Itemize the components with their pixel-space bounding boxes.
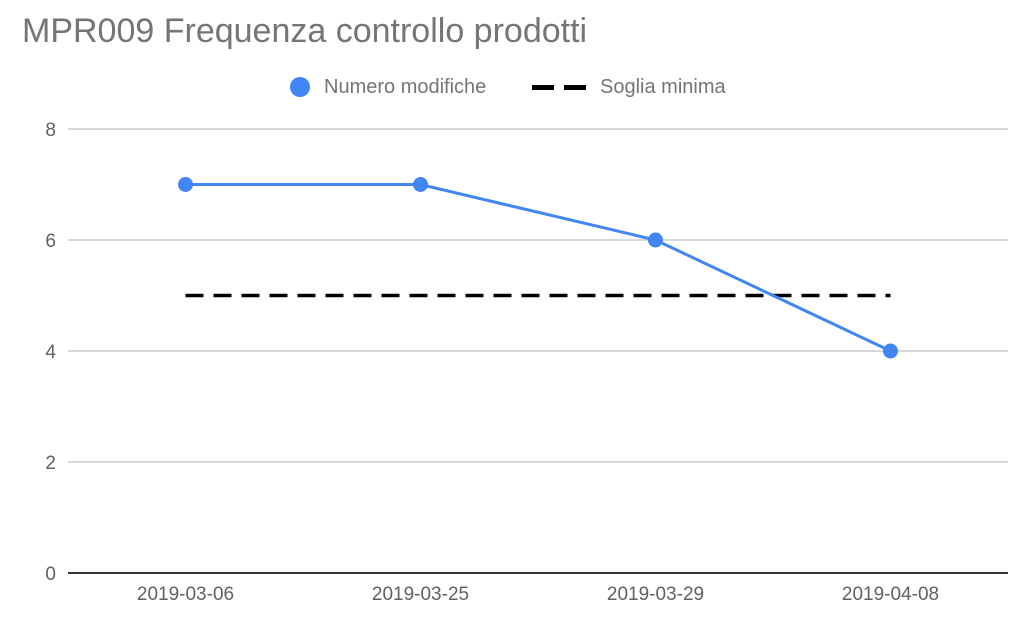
legend: Numero modifiche Soglia minima <box>0 72 1033 102</box>
legend-item-series-1: Numero modifiche <box>290 72 486 102</box>
data-point <box>178 177 193 192</box>
data-point <box>413 177 428 192</box>
x-tick-label: 2019-03-29 <box>607 584 704 605</box>
y-tick-label: 8 <box>45 120 56 141</box>
legend-marker-series-1 <box>290 77 310 97</box>
data-point <box>883 343 898 359</box>
x-tick-label: 2019-04-08 <box>842 584 939 605</box>
x-tick-label: 2019-03-25 <box>372 584 469 605</box>
y-tick-label: 2 <box>45 453 56 474</box>
y-tick-label: 4 <box>45 342 56 363</box>
series-line-numero-modifiche <box>185 183 892 353</box>
x-tick-label: 2019-03-06 <box>137 584 234 605</box>
data-point <box>648 232 663 248</box>
chart-title: MPR009 Frequenza controllo prodotti <box>22 12 588 50</box>
legend-item-series-2: Soglia minima <box>532 72 726 102</box>
legend-label-series-2: Soglia minima <box>600 75 726 98</box>
legend-marker-series-2 <box>532 84 586 90</box>
legend-label-series-1: Numero modifiche <box>324 75 487 98</box>
y-tick-label: 0 <box>45 564 56 585</box>
y-tick-label: 6 <box>45 231 56 252</box>
